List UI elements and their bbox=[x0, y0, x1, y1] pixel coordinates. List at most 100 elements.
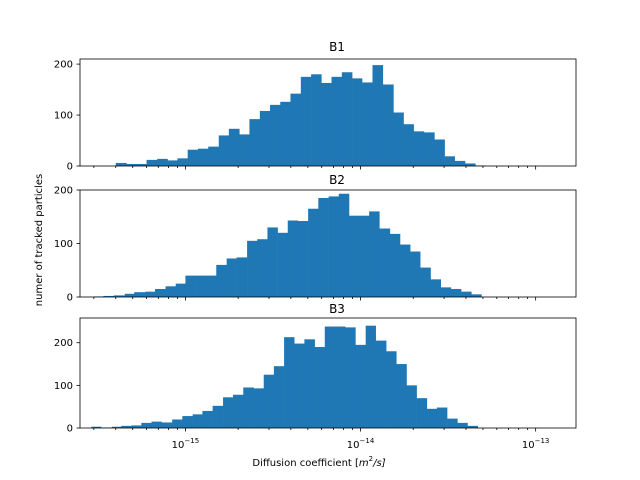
panel-b3-bar-21 bbox=[304, 339, 315, 428]
x-tick-label: 10−13 bbox=[522, 437, 550, 451]
panel-b3-bar-33 bbox=[426, 408, 438, 428]
panel-b1-frame bbox=[79, 58, 577, 167]
panel-b3-bar-11 bbox=[202, 410, 213, 428]
panel-b2-bar-16 bbox=[257, 239, 268, 297]
panel-b1-bar-5 bbox=[167, 160, 178, 166]
panel-b3-bar-9 bbox=[182, 416, 193, 428]
panel-b1-bar-30 bbox=[423, 132, 435, 166]
panel-b1-bar-20 bbox=[321, 82, 332, 166]
panel-b2-bar-1 bbox=[103, 295, 115, 297]
panel-b2-bar-21 bbox=[308, 208, 319, 297]
panel-b3-bar-37 bbox=[467, 425, 479, 428]
panel-b1-bar-21 bbox=[331, 76, 343, 166]
panel-b2-bar-29 bbox=[389, 233, 401, 297]
panel-b1-bar-13 bbox=[249, 119, 261, 166]
x-axis-label-m: m bbox=[359, 458, 369, 469]
panel-b3-bar-4 bbox=[131, 425, 142, 428]
panel-b3-y-tick-label: 0 bbox=[67, 424, 73, 435]
panel-b3-bar-28 bbox=[375, 340, 387, 428]
panel-b1: B1 0 100 200 bbox=[54, 40, 577, 173]
panel-b3-bar-26 bbox=[355, 344, 366, 428]
panel-b2-y-tick-label: 200 bbox=[54, 186, 73, 197]
x-axis-label-rest: /s] bbox=[372, 458, 386, 469]
panel-b3-bar-30 bbox=[396, 364, 407, 428]
panel-b1-bar-27 bbox=[393, 112, 404, 166]
panel-b2-bar-5 bbox=[145, 291, 156, 297]
panel-b3-bar-18 bbox=[273, 366, 285, 428]
panel-b1-bar-2 bbox=[135, 163, 147, 166]
panel-b3-bar-19 bbox=[284, 337, 295, 428]
panel-b2-bar-2 bbox=[113, 295, 125, 297]
panel-b1-bar-6 bbox=[177, 158, 188, 166]
panel-b3-bar-14 bbox=[233, 394, 244, 428]
panel-b1-bar-33 bbox=[454, 160, 466, 166]
panel-b2-bar-34 bbox=[440, 287, 452, 297]
panel-b3-bar-32 bbox=[416, 398, 428, 428]
panel-b3-bar-13 bbox=[223, 397, 234, 428]
panel-b1-bar-10 bbox=[218, 135, 230, 166]
panel-b2-bar-27 bbox=[369, 211, 380, 297]
panel-b1-bar-12 bbox=[239, 134, 250, 166]
x-axis-label-exp: 2 bbox=[369, 455, 373, 463]
panel-b3-bar-31 bbox=[406, 385, 417, 428]
panel-b3-bar-24 bbox=[335, 326, 346, 428]
panel-b1-bar-16 bbox=[280, 101, 291, 166]
panel-b2-bar-28 bbox=[379, 228, 391, 297]
panel-b3-bar-22 bbox=[314, 346, 326, 428]
panel-b3-bar-15 bbox=[243, 387, 254, 428]
x-tick-label-base: 10 bbox=[347, 440, 360, 451]
panel-b3-bar-23 bbox=[324, 326, 336, 428]
panel-b1-y-tick-label: 0 bbox=[67, 162, 73, 173]
panel-b2-bar-37 bbox=[471, 294, 482, 297]
panel-b1-bar-24 bbox=[362, 82, 373, 166]
panel-b2-bar-10 bbox=[196, 275, 207, 297]
panel-b1-bar-8 bbox=[198, 148, 209, 166]
panel-b1-y-tick-label: 100 bbox=[54, 111, 73, 122]
x-tick-label: 10−15 bbox=[172, 437, 200, 451]
panel-b1-title: B1 bbox=[329, 40, 345, 54]
panel-b3-bar-5 bbox=[141, 422, 152, 428]
panel-b1-bar-23 bbox=[352, 78, 363, 166]
panel-b2-title: B2 bbox=[329, 173, 345, 187]
panel-b2-bar-8 bbox=[175, 283, 186, 298]
panel-b3-y-tick-label: 100 bbox=[54, 381, 73, 392]
panel-b1-bar-11 bbox=[228, 128, 240, 166]
panel-b1-bar-9 bbox=[208, 146, 220, 166]
panel-b2-y-ticks: 0 100 200 bbox=[54, 186, 80, 304]
panel-b1-bar-28 bbox=[403, 124, 414, 166]
panel-b2-bar-4 bbox=[134, 292, 146, 297]
panel-b1-bar-18 bbox=[300, 76, 312, 166]
panel-b3-frame bbox=[79, 317, 577, 429]
panel-b2-bar-18 bbox=[277, 232, 289, 297]
panel-b3-bar-3 bbox=[121, 425, 132, 428]
panel-b2-bar-13 bbox=[226, 258, 237, 297]
x-tick-label: 10−14 bbox=[347, 437, 375, 451]
panel-b2-y-tick-label: 100 bbox=[54, 239, 73, 250]
y-axis-label: numer of tracked particles bbox=[34, 174, 45, 306]
panel-b2-bar-23 bbox=[328, 196, 340, 297]
panel-b1-bar-17 bbox=[290, 93, 302, 166]
panel-b2-bar-7 bbox=[165, 286, 176, 297]
panel-b1-y-tick-label: 200 bbox=[54, 60, 73, 71]
panel-b1-bar-31 bbox=[434, 139, 445, 166]
x-axis-label: Diffusion coefficient [m2/s] bbox=[252, 455, 385, 469]
panel-b3-title: B3 bbox=[329, 302, 345, 316]
panel-b3-bar-2 bbox=[111, 426, 122, 428]
panel-b2-bar-19 bbox=[287, 220, 299, 297]
panel-b1-bar-14 bbox=[259, 110, 271, 166]
panel-b2-bar-12 bbox=[216, 264, 227, 297]
panel-b2-bar-31 bbox=[410, 251, 421, 297]
panel-b2-bar-35 bbox=[450, 288, 462, 297]
panel-b3-bar-8 bbox=[172, 419, 183, 428]
x-tick-label-exponent: −13 bbox=[535, 437, 550, 445]
panel-b3-bars bbox=[91, 325, 479, 428]
panel-b2-bar-26 bbox=[359, 215, 370, 297]
panel-b1-bar-26 bbox=[382, 84, 394, 166]
panel-b1-bar-15 bbox=[269, 104, 281, 166]
panel-b3-bar-35 bbox=[447, 418, 458, 428]
panel-b2-bar-6 bbox=[154, 288, 166, 297]
panel-b3-bar-12 bbox=[212, 405, 224, 428]
panel-b1-bar-19 bbox=[311, 74, 322, 166]
panel-b2-bar-24 bbox=[338, 193, 350, 297]
